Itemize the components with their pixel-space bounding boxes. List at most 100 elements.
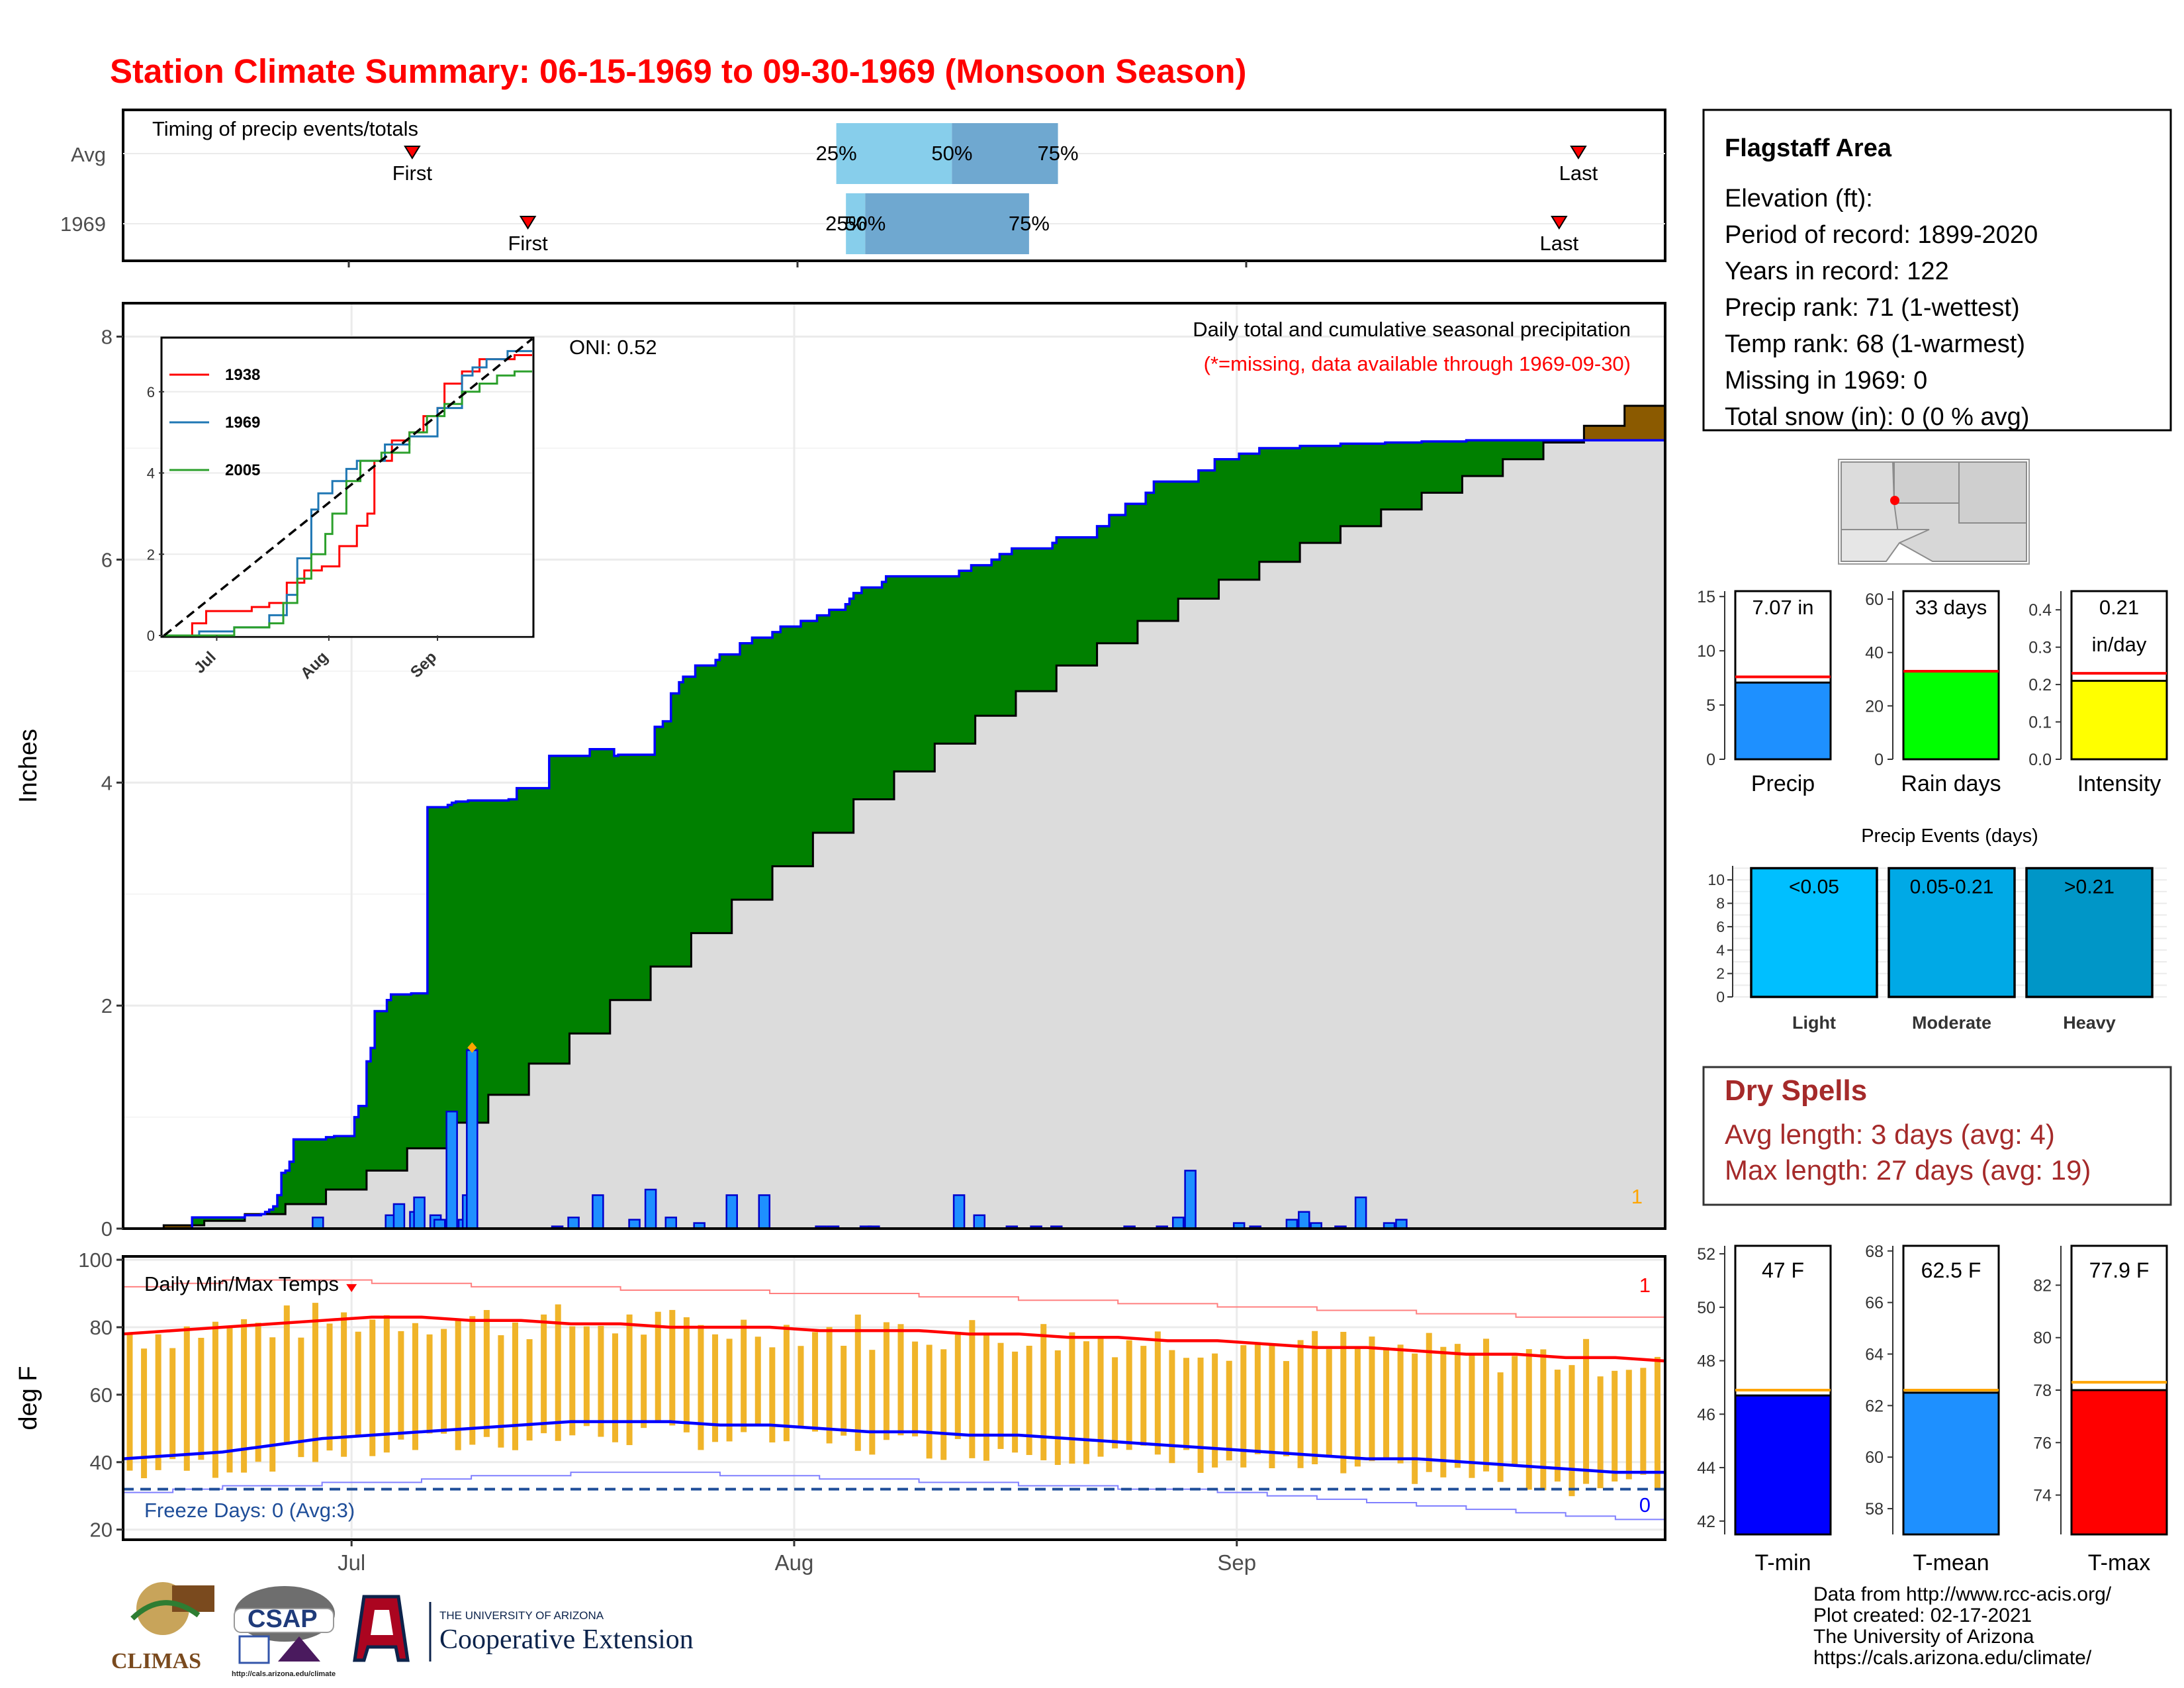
events-bar-range: <0.05 bbox=[1789, 876, 1839, 898]
temp-bar-tick-label: 68 bbox=[1865, 1243, 1884, 1261]
station-line: Elevation (ft): bbox=[1725, 185, 1873, 212]
timing-bar-50-75 bbox=[865, 193, 1029, 254]
daily-temp-bar bbox=[1269, 1343, 1275, 1469]
temp-ytick-label: 100 bbox=[78, 1248, 113, 1272]
station-line: Years in record: 122 bbox=[1725, 258, 1949, 285]
events-bar-label: Heavy bbox=[2063, 1013, 2116, 1033]
avg-min-line bbox=[122, 1420, 1665, 1474]
inset-legend-label: 1938 bbox=[225, 366, 260, 384]
footer-line: Plot created: 02-17-2021 bbox=[1813, 1605, 2032, 1626]
daily-temp-bar bbox=[1169, 1350, 1175, 1464]
avg-cumulative-line bbox=[123, 387, 1666, 1230]
inset-legend-label: 1969 bbox=[225, 414, 260, 432]
precip-ytick-label: 0 bbox=[101, 1217, 113, 1241]
dry-spells-box: Dry Spells Avg length: 3 days (avg: 4) M… bbox=[1702, 1066, 2172, 1206]
temp-bar-label: T-max bbox=[2088, 1550, 2150, 1575]
station-line: Temp rank: 68 (1-warmest) bbox=[1725, 330, 2025, 358]
daily-temp-bar bbox=[1369, 1336, 1375, 1462]
daily-temp-bar bbox=[1640, 1368, 1647, 1475]
events-tick-label: 10 bbox=[1707, 871, 1725, 888]
daily-temp-bar bbox=[198, 1337, 205, 1460]
precip-ytick-label: 8 bbox=[101, 326, 113, 349]
season-summary-bars: 0 5 10 15 7.07 in Precip 0 20 40 60 33 days Rain da… bbox=[1697, 588, 2168, 796]
daily-temp-bar bbox=[1183, 1358, 1189, 1450]
inset-ytick-label: 4 bbox=[147, 465, 155, 482]
daily-temp-bar bbox=[226, 1327, 233, 1473]
events-tick-label: 0 bbox=[1716, 988, 1725, 1006]
daily-temp-bar bbox=[398, 1331, 404, 1440]
daily-temp-bar bbox=[1426, 1333, 1432, 1472]
daily-temp-bar bbox=[1483, 1338, 1490, 1472]
inset-ytick-label: 2 bbox=[147, 546, 155, 563]
events-bar-range: 0.05-0.21 bbox=[1910, 876, 1994, 898]
daily-temp-bar bbox=[312, 1303, 318, 1462]
precip-corner-count: 1 bbox=[1631, 1185, 1643, 1208]
daily-temp-bar bbox=[783, 1325, 790, 1442]
daily-temp-bar bbox=[741, 1319, 747, 1432]
daily-temp-bar bbox=[1512, 1356, 1518, 1466]
daily-temp-bar bbox=[1454, 1344, 1461, 1468]
daily-precip-bar bbox=[1298, 1211, 1310, 1230]
location-map bbox=[1838, 459, 2030, 565]
temp-bar-tick-label: 60 bbox=[1865, 1448, 1884, 1467]
events-tick-label: 4 bbox=[1716, 941, 1725, 959]
daily-temp-bar bbox=[841, 1346, 847, 1436]
temp-bar-fill bbox=[1902, 1391, 2000, 1536]
temp-bar-value: 77.9 F bbox=[2089, 1258, 2150, 1282]
events-tick-label: 2 bbox=[1716, 965, 1725, 982]
daily-temp-bar bbox=[1040, 1324, 1047, 1461]
summary-bar-tick-label: 0.4 bbox=[2028, 601, 2052, 620]
daily-precip-bar bbox=[1354, 1196, 1367, 1230]
timing-last-label: Last bbox=[1540, 232, 1579, 255]
ua-big-text: Cooperative Extension bbox=[439, 1624, 694, 1655]
daily-temp-bar bbox=[555, 1304, 561, 1441]
daily-temp-bar bbox=[341, 1312, 347, 1457]
precip-ytick-label: 4 bbox=[101, 771, 113, 794]
timing-first-marker bbox=[404, 146, 421, 160]
timing-last-label: Last bbox=[1559, 162, 1598, 185]
daily-temp-bar bbox=[1354, 1347, 1361, 1467]
daily-temp-bar bbox=[883, 1322, 889, 1440]
daily-temp-bar bbox=[826, 1327, 833, 1444]
daily-temp-bar bbox=[1340, 1331, 1347, 1474]
daily-temp-bar bbox=[797, 1346, 804, 1428]
timing-row-label-1969: 1969 bbox=[60, 212, 106, 236]
daily-temp-bar bbox=[1525, 1349, 1532, 1490]
timing-last-marker bbox=[1551, 216, 1568, 230]
summary-bar-value-unit: in/day bbox=[2092, 633, 2147, 656]
climas-text: CLIMAS bbox=[111, 1649, 201, 1673]
daily-temp-bar bbox=[1554, 1370, 1561, 1482]
temp-bar-tick-label: 66 bbox=[1865, 1294, 1884, 1313]
timing-row-label-avg: Avg bbox=[71, 143, 106, 166]
inset-ytick-label: 6 bbox=[147, 384, 155, 400]
timing-q75-label: 75% bbox=[1038, 142, 1079, 165]
temp-bar-tick-label: 46 bbox=[1697, 1405, 1715, 1424]
temp-bar-label: T-min bbox=[1755, 1550, 1811, 1575]
daily-temp-bar bbox=[1469, 1354, 1475, 1478]
daily-temp-bar bbox=[1026, 1345, 1032, 1456]
daily-precip-bar bbox=[725, 1194, 738, 1230]
temp-bar-value: 47 F bbox=[1762, 1258, 1804, 1282]
oni-label: ONI: 0.52 bbox=[569, 336, 657, 359]
daily-temp-bar bbox=[469, 1316, 476, 1445]
summary-bar-tick-label: 0.1 bbox=[2028, 714, 2052, 732]
temp-bar-fill bbox=[2070, 1389, 2168, 1536]
summary-bar-tick-label: 10 bbox=[1697, 642, 1715, 661]
dry-spells-max: Max length: 27 days (avg: 19) bbox=[1725, 1154, 2091, 1186]
temp-ytick-label: 60 bbox=[90, 1383, 113, 1407]
temp-bar-tick-label: 52 bbox=[1697, 1245, 1715, 1264]
inset-legend-label: 2005 bbox=[225, 461, 260, 479]
temp-bar-tick-label: 76 bbox=[2033, 1434, 2052, 1452]
station-line: Period of record: 1899-2020 bbox=[1725, 221, 2038, 249]
daily-temp-bar bbox=[241, 1319, 248, 1473]
daily-temp-bar bbox=[526, 1339, 533, 1441]
timing-first-marker bbox=[519, 216, 537, 230]
csap-text: CSAP bbox=[248, 1605, 318, 1633]
daily-temp-bar bbox=[1197, 1357, 1204, 1474]
record-daily-marker bbox=[467, 1042, 477, 1053]
summary-bar-value: 0.21 bbox=[2099, 596, 2139, 619]
daily-temp-bar bbox=[355, 1331, 361, 1437]
inset-line-1969 bbox=[164, 350, 532, 637]
daily-temp-bar bbox=[1326, 1349, 1332, 1458]
